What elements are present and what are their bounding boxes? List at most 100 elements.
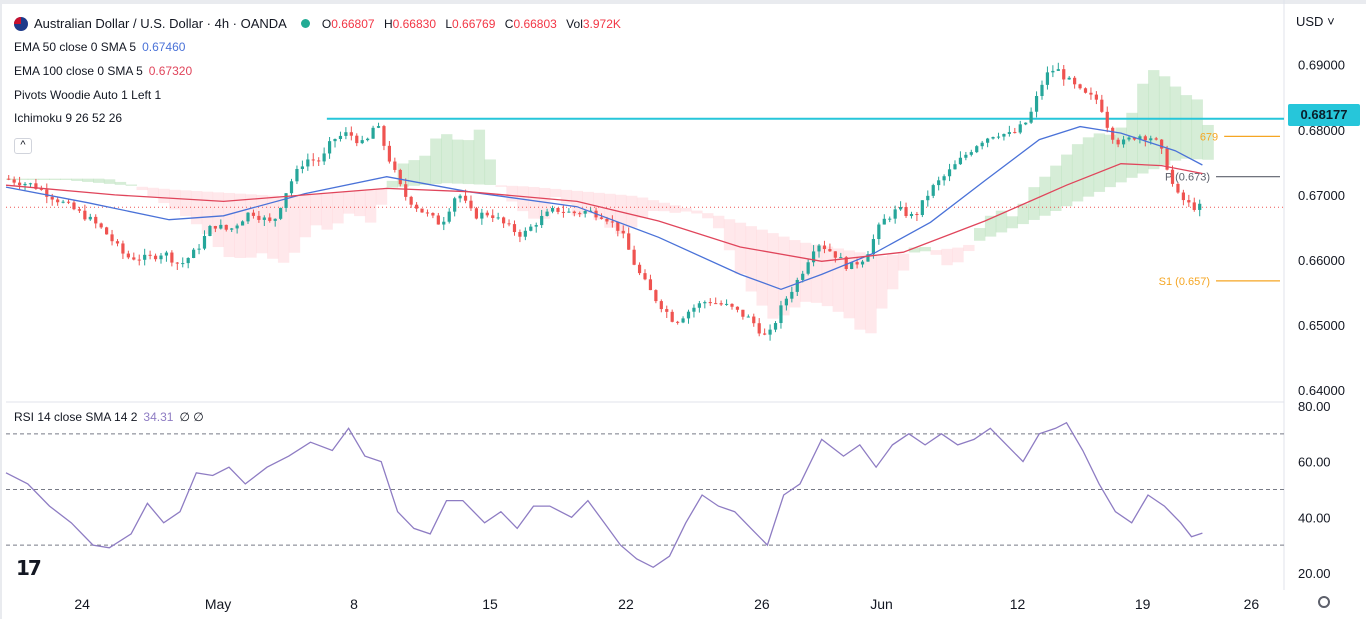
- candle-body: [230, 228, 234, 230]
- legend-ema100[interactable]: EMA 100 close 0 SMA 5 0.67320: [14, 64, 193, 78]
- candle-body: [909, 213, 914, 217]
- candle-body: [790, 291, 794, 299]
- candle-body: [463, 195, 468, 201]
- cloud-segment: [832, 248, 844, 312]
- legend-pivots[interactable]: Pivots Woodie Auto 1 Left 1: [14, 88, 162, 102]
- candle-body: [654, 290, 658, 302]
- legend-ichimoku[interactable]: Ichimoku 9 26 52 26: [14, 111, 123, 125]
- pivot-label: 679: [1200, 131, 1218, 143]
- candle-body: [88, 216, 92, 220]
- cloud-segment: [810, 244, 823, 303]
- candle-body: [893, 209, 897, 219]
- cloud-segment: [408, 160, 420, 186]
- currency-selector[interactable]: USD ˅: [1296, 14, 1335, 29]
- candle-body: [50, 196, 54, 200]
- ema100-line: [5, 163, 1203, 262]
- candle-body: [877, 224, 881, 240]
- candle-body: [23, 183, 27, 186]
- legend-ema50[interactable]: EMA 50 close 0 SMA 5 0.67460: [14, 40, 186, 54]
- cloud-segment: [343, 191, 355, 214]
- cloud-segment: [1169, 86, 1182, 161]
- cloud-segment: [887, 254, 899, 290]
- candle-body: [262, 217, 266, 220]
- cloud-segment: [908, 247, 921, 253]
- candle-body: [170, 252, 174, 263]
- candle-body: [583, 210, 587, 214]
- cloud-segment: [180, 190, 192, 217]
- legend-rsi[interactable]: RSI 14 close SMA 14 2 34.31 ∅ ∅: [14, 410, 204, 424]
- candle-body: [1034, 96, 1039, 112]
- cloud-segment: [1050, 165, 1062, 211]
- candle-body: [360, 140, 364, 144]
- candle-body: [279, 207, 283, 219]
- cloud-segment: [397, 163, 409, 187]
- price-tick-label: 0.66000: [1298, 253, 1345, 268]
- candle-body: [529, 226, 533, 231]
- time-tick-label: 8: [350, 596, 358, 612]
- cloud-segment: [680, 207, 692, 212]
- candle-body: [1127, 137, 1131, 140]
- candle-body: [784, 298, 788, 306]
- rsi-tick-label: 80.00: [1298, 399, 1331, 414]
- candle-body: [273, 218, 277, 221]
- cloud-segment: [201, 191, 214, 234]
- candle-body: [251, 212, 256, 216]
- cloud-segment: [364, 189, 377, 223]
- cloud-segment: [82, 178, 94, 182]
- candle-body: [692, 307, 696, 312]
- cloud-segment: [419, 155, 431, 185]
- candle-body: [1024, 122, 1028, 125]
- candle-body: [268, 217, 272, 221]
- cloud-segment: [114, 181, 127, 185]
- candle-body: [137, 259, 141, 261]
- cloud-segment: [528, 186, 540, 219]
- candle-body: [996, 136, 1001, 138]
- symbol-title[interactable]: Australian Dollar / U.S. Dollar · 4h · O…: [34, 16, 287, 31]
- candle-body: [1083, 88, 1088, 93]
- candle-body: [197, 248, 201, 250]
- candle-body: [349, 132, 353, 136]
- collapse-legend-button[interactable]: ^: [14, 138, 32, 154]
- candle-body: [257, 215, 261, 220]
- cloud-segment: [702, 213, 714, 219]
- cloud-segment: [723, 219, 736, 251]
- candle-body: [969, 152, 973, 155]
- candle-body: [931, 185, 935, 196]
- candle-body: [94, 216, 98, 224]
- candle-body: [904, 207, 908, 217]
- cloud-segment: [158, 188, 170, 204]
- tradingview-logo[interactable]: 17: [16, 556, 42, 580]
- candle-body: [213, 225, 217, 229]
- cloud-segment: [212, 192, 225, 248]
- candle-body: [926, 195, 930, 201]
- time-tick-label: 19: [1135, 596, 1151, 612]
- cloud-segment: [71, 178, 83, 181]
- candle-body: [1116, 139, 1120, 145]
- candle-body: [491, 215, 495, 218]
- candle-body: [871, 239, 876, 255]
- candle-body: [572, 211, 576, 214]
- cloud-segment: [321, 192, 333, 230]
- candle-body: [866, 254, 870, 262]
- candle-body: [306, 159, 310, 167]
- candle-body: [523, 230, 527, 237]
- candle-body: [289, 181, 294, 194]
- cloud-segment: [712, 215, 725, 229]
- cloud-segment: [1126, 112, 1138, 178]
- candle-body: [1002, 133, 1006, 137]
- candle-body: [1143, 136, 1147, 141]
- candle-body: [915, 213, 919, 216]
- candle-body: [436, 215, 440, 225]
- candle-body: [980, 142, 984, 147]
- cloud-segment: [38, 178, 51, 180]
- rsi-tick-label: 60.00: [1298, 455, 1331, 470]
- candle-body: [442, 221, 446, 225]
- candle-body: [502, 217, 506, 224]
- settings-icon[interactable]: [1318, 596, 1330, 608]
- cloud-segment: [256, 194, 268, 254]
- candle-body: [714, 303, 718, 305]
- symbol-header: Australian Dollar / U.S. Dollar · 4h · O…: [14, 16, 627, 31]
- aud-flag-icon: [14, 16, 28, 31]
- candles: [7, 62, 1202, 341]
